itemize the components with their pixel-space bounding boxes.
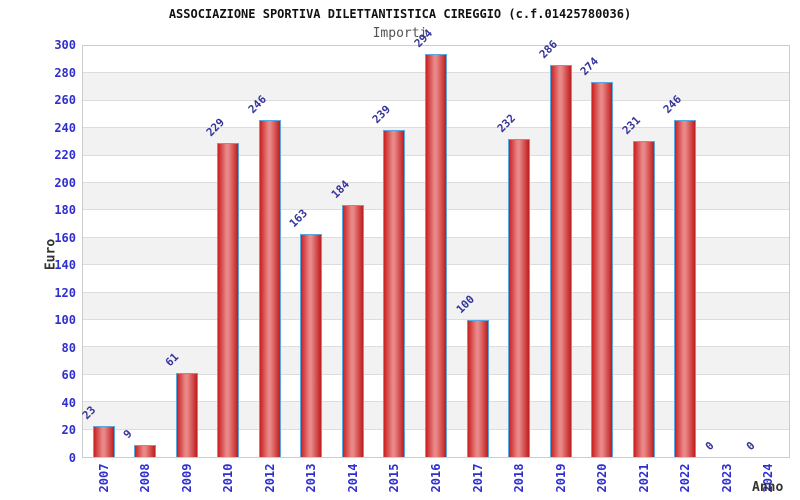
bar-2022 <box>674 119 697 457</box>
y-tick-label: 180 <box>54 203 76 218</box>
y-tick-label: 280 <box>54 65 76 80</box>
x-axis-label: Anno <box>752 480 784 495</box>
bar-2018 <box>508 139 531 457</box>
y-tick-label: 100 <box>54 313 76 328</box>
chart-subtitle: Importi <box>372 26 428 41</box>
y-tick-label: 40 <box>61 395 76 410</box>
chart-title: ASSOCIAZIONE SPORTIVA DILETTANTISTICA CI… <box>168 7 632 21</box>
bar-2017 <box>466 320 489 457</box>
x-tick-label-2022: 2022 <box>678 463 693 493</box>
x-tick-label-2021: 2021 <box>636 463 651 493</box>
x-tick-label-2008: 2008 <box>138 463 153 493</box>
y-tick-label: 0 <box>68 451 76 465</box>
y-tick-label: 140 <box>54 258 76 273</box>
bar-2012 <box>258 119 281 457</box>
y-tick-label: 300 <box>54 38 76 52</box>
x-tick-label-2017: 2017 <box>470 463 485 493</box>
bar-2009 <box>175 373 198 457</box>
x-tick-label-2023: 2023 <box>719 463 734 493</box>
bar-2021 <box>632 140 655 457</box>
y-tick-label: 120 <box>54 285 76 300</box>
y-tick-label: 60 <box>61 368 76 383</box>
bar-2007 <box>92 425 115 457</box>
y-tick-label: 220 <box>54 148 76 163</box>
x-tick-label-2009: 2009 <box>179 463 194 493</box>
x-tick-label-2019: 2019 <box>553 463 568 493</box>
plot-area: 23 9 61 229 246 163 184 239 294 100 232 286 274 231 24… <box>80 27 790 458</box>
x-tick-label-2014: 2014 <box>345 463 360 493</box>
y-tick-label: 240 <box>54 120 76 135</box>
x-tick-label-2018: 2018 <box>512 463 527 493</box>
bar-2013 <box>300 233 323 457</box>
y-tick-label: 20 <box>61 423 76 438</box>
y-tick-label: 260 <box>54 93 76 108</box>
bar-2019 <box>549 65 572 457</box>
bar-2010 <box>217 143 240 457</box>
y-tick-label: 200 <box>54 175 76 190</box>
x-tick-label-2016: 2016 <box>429 463 443 493</box>
bar-2014 <box>341 204 364 457</box>
x-tick-label-2007: 2007 <box>96 463 111 493</box>
bar-2015 <box>383 129 406 457</box>
bar-2008 <box>134 444 157 457</box>
y-tick-label: 160 <box>54 230 76 245</box>
x-tick-label-2013: 2013 <box>304 463 319 493</box>
x-tick-label-2012: 2012 <box>262 463 277 493</box>
y-tick-label: 80 <box>61 340 76 355</box>
bar-2016 <box>425 54 447 457</box>
x-tick-label-2010: 2010 <box>221 463 236 493</box>
bar-2020 <box>591 81 614 457</box>
x-tick-label-2015: 2015 <box>387 463 402 493</box>
x-tick-label-2020: 2020 <box>595 463 610 493</box>
